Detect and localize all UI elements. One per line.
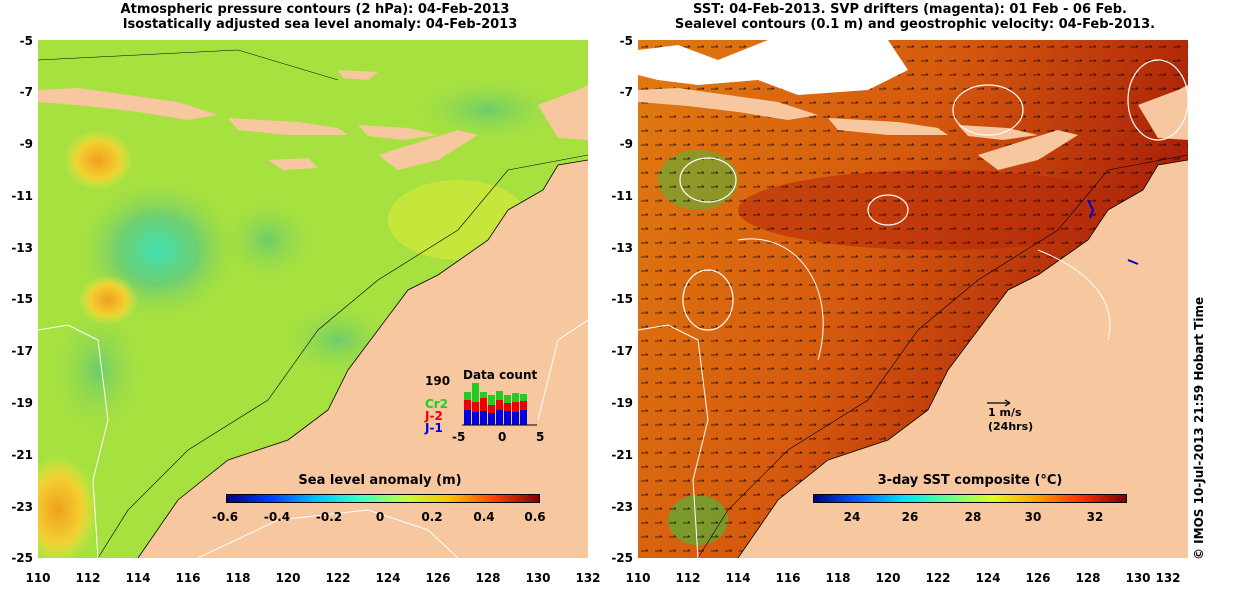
x-tick-label: 118	[825, 571, 851, 585]
y-tick-label: -17	[611, 344, 633, 358]
left-title-line2: Isostatically adjusted sea level anomaly…	[122, 17, 518, 32]
y-tick-label: -25	[611, 551, 633, 565]
left-title-line1: Atmospheric pressure contours (2 hPa): 0…	[120, 2, 510, 17]
x-tick-label: 132	[1155, 571, 1181, 585]
x-tick-label: 112	[675, 571, 701, 585]
right-title-line2: Sealevel contours (0.1 m) and geostrophi…	[674, 17, 1156, 32]
right-colorbar-label: 3-day SST composite (°C)	[877, 473, 1063, 488]
inset-x-tick: 5	[536, 430, 545, 444]
right-colorbar	[813, 494, 1127, 503]
y-tick-label: -7	[19, 85, 33, 99]
x-tick-label: 132	[575, 571, 601, 585]
y-tick-label: -21	[611, 448, 633, 462]
x-tick-label: 124	[375, 571, 401, 585]
sst-map	[638, 40, 1188, 558]
y-tick-label: -11	[611, 189, 633, 203]
x-tick-label: 126	[425, 571, 451, 585]
x-tick-label: 116	[775, 571, 801, 585]
right-colorbar-tick: 32	[1086, 510, 1104, 524]
x-tick-label: 130	[1125, 571, 1151, 585]
data-count-bars	[462, 383, 537, 426]
x-tick-label: 110	[625, 571, 651, 585]
inset-x-tick: 0	[498, 430, 507, 444]
y-tick-label: -5	[619, 34, 633, 48]
right-title-line1: SST: 04-Feb-2013. SVP drifters (magenta)…	[693, 2, 1127, 17]
legend-j1: J-1	[425, 421, 443, 435]
x-tick-label: 128	[1075, 571, 1101, 585]
inset-x-tick: -5	[452, 430, 466, 444]
x-tick-label: 122	[325, 571, 351, 585]
y-tick-label: -11	[11, 189, 33, 203]
left-colorbar-tick: 0.6	[524, 510, 546, 524]
x-tick-label: 120	[875, 571, 901, 585]
y-tick-label: -13	[611, 241, 633, 255]
left-colorbar-tick: -0.4	[263, 510, 291, 524]
right-colorbar-tick: 26	[901, 510, 919, 524]
left-colorbar-tick: -0.2	[315, 510, 343, 524]
y-tick-label: -9	[19, 137, 33, 151]
y-tick-label: -19	[11, 396, 33, 410]
right-colorbar-tick: 30	[1024, 510, 1042, 524]
y-tick-label: -13	[11, 241, 33, 255]
data-count-title: Data count	[463, 368, 538, 382]
x-tick-label: 114	[725, 571, 751, 585]
y-tick-label: -21	[11, 448, 33, 462]
credit-text: © IMOS 10-Jul-2013 21:59 Hobart Time	[1192, 296, 1206, 560]
x-tick-label: 126	[1025, 571, 1051, 585]
right-colorbar-tick: 28	[964, 510, 982, 524]
y-tick-label: -5	[19, 34, 33, 48]
sea-level-anomaly-map	[38, 40, 588, 558]
left-colorbar	[226, 494, 540, 503]
velocity-scale-line2: (24hrs)	[988, 420, 1034, 433]
y-tick-label: -17	[11, 344, 33, 358]
x-tick-label: 118	[225, 571, 251, 585]
y-tick-label: -7	[619, 85, 633, 99]
y-tick-label: -19	[611, 396, 633, 410]
left-colorbar-tick: 0	[375, 510, 385, 524]
y-tick-label: -15	[11, 292, 33, 306]
left-colorbar-label: Sea level anomaly (m)	[298, 473, 462, 488]
left-colorbar-tick: 0.2	[421, 510, 443, 524]
legend-j2: J-2	[425, 409, 443, 423]
x-tick-label: 116	[175, 571, 201, 585]
x-tick-label: 130	[525, 571, 551, 585]
velocity-scale-line1: 1 m/s	[988, 406, 1022, 419]
y-tick-label: -23	[611, 500, 633, 514]
velocity-arrow-icon	[987, 399, 1011, 407]
left-colorbar-tick: 0.4	[473, 510, 495, 524]
left-colorbar-tick: -0.6	[211, 510, 239, 524]
x-tick-label: 128	[475, 571, 501, 585]
y-tick-label: -23	[11, 500, 33, 514]
x-tick-label: 120	[275, 571, 301, 585]
x-tick-label: 114	[125, 571, 151, 585]
x-tick-label: 112	[75, 571, 101, 585]
legend-cr2: Cr2	[425, 397, 449, 411]
y-tick-label: -9	[619, 137, 633, 151]
x-tick-label: 110	[25, 571, 51, 585]
x-tick-label: 122	[925, 571, 951, 585]
y-tick-label: -25	[11, 551, 33, 565]
y-tick-label: -15	[611, 292, 633, 306]
right-colorbar-tick: 24	[843, 510, 861, 524]
australia-land	[138, 160, 588, 558]
data-count-max-label: 190	[425, 374, 451, 388]
x-tick-label: 124	[975, 571, 1001, 585]
